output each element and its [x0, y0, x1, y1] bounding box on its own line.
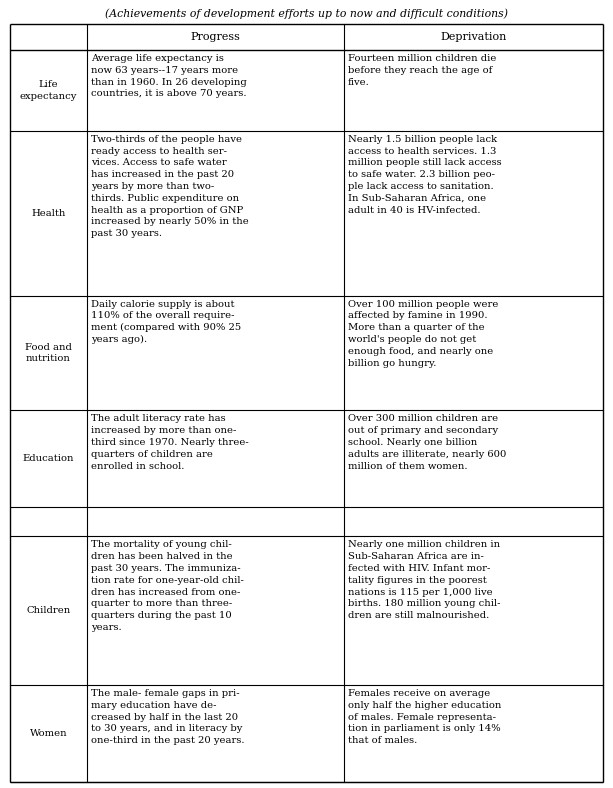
Text: Nearly 1.5 billion people lack
access to health services. 1.3
million people sti: Nearly 1.5 billion people lack access to… [348, 135, 501, 214]
Text: Fourteen million children die
before they reach the age of
five.: Fourteen million children die before the… [348, 54, 497, 87]
Text: Over 100 million people were
affected by famine in 1990.
More than a quarter of : Over 100 million people were affected by… [348, 299, 498, 368]
Text: Two-thirds of the people have
ready access to health ser-
vices. Access to safe : Two-thirds of the people have ready acce… [91, 135, 249, 238]
Text: Nearly one million children in
Sub-Saharan Africa are in-
fected with HIV. Infan: Nearly one million children in Sub-Sahar… [348, 541, 500, 620]
Text: The male- female gaps in pri-
mary education have de-
creased by half in the las: The male- female gaps in pri- mary educa… [91, 689, 245, 745]
Text: Daily calorie supply is about
110% of the overall require-
ment (compared with 9: Daily calorie supply is about 110% of th… [91, 299, 242, 344]
Text: Women: Women [29, 729, 67, 738]
Text: Progress: Progress [191, 32, 240, 42]
Text: Food and
nutrition: Food and nutrition [25, 343, 72, 363]
Text: Education: Education [23, 455, 74, 463]
Text: Over 300 million children are
out of primary and secondary
school. Nearly one bi: Over 300 million children are out of pri… [348, 414, 506, 470]
Text: Health: Health [31, 209, 66, 217]
Text: Life
expectancy: Life expectancy [20, 80, 77, 101]
Text: Deprivation: Deprivation [440, 32, 507, 42]
Text: Average life expectancy is
now 63 years--17 years more
than in 1960. In 26 devel: Average life expectancy is now 63 years-… [91, 54, 247, 98]
Text: The adult literacy rate has
increased by more than one-
third since 1970. Nearly: The adult literacy rate has increased by… [91, 414, 249, 470]
Text: The mortality of young chil-
dren has been halved in the
past 30 years. The immu: The mortality of young chil- dren has be… [91, 541, 244, 632]
Text: Females receive on average
only half the higher education
of males. Female repre: Females receive on average only half the… [348, 689, 501, 745]
Text: Children: Children [26, 606, 70, 615]
Text: (Achievements of development efforts up to now and difficult conditions): (Achievements of development efforts up … [105, 9, 508, 19]
